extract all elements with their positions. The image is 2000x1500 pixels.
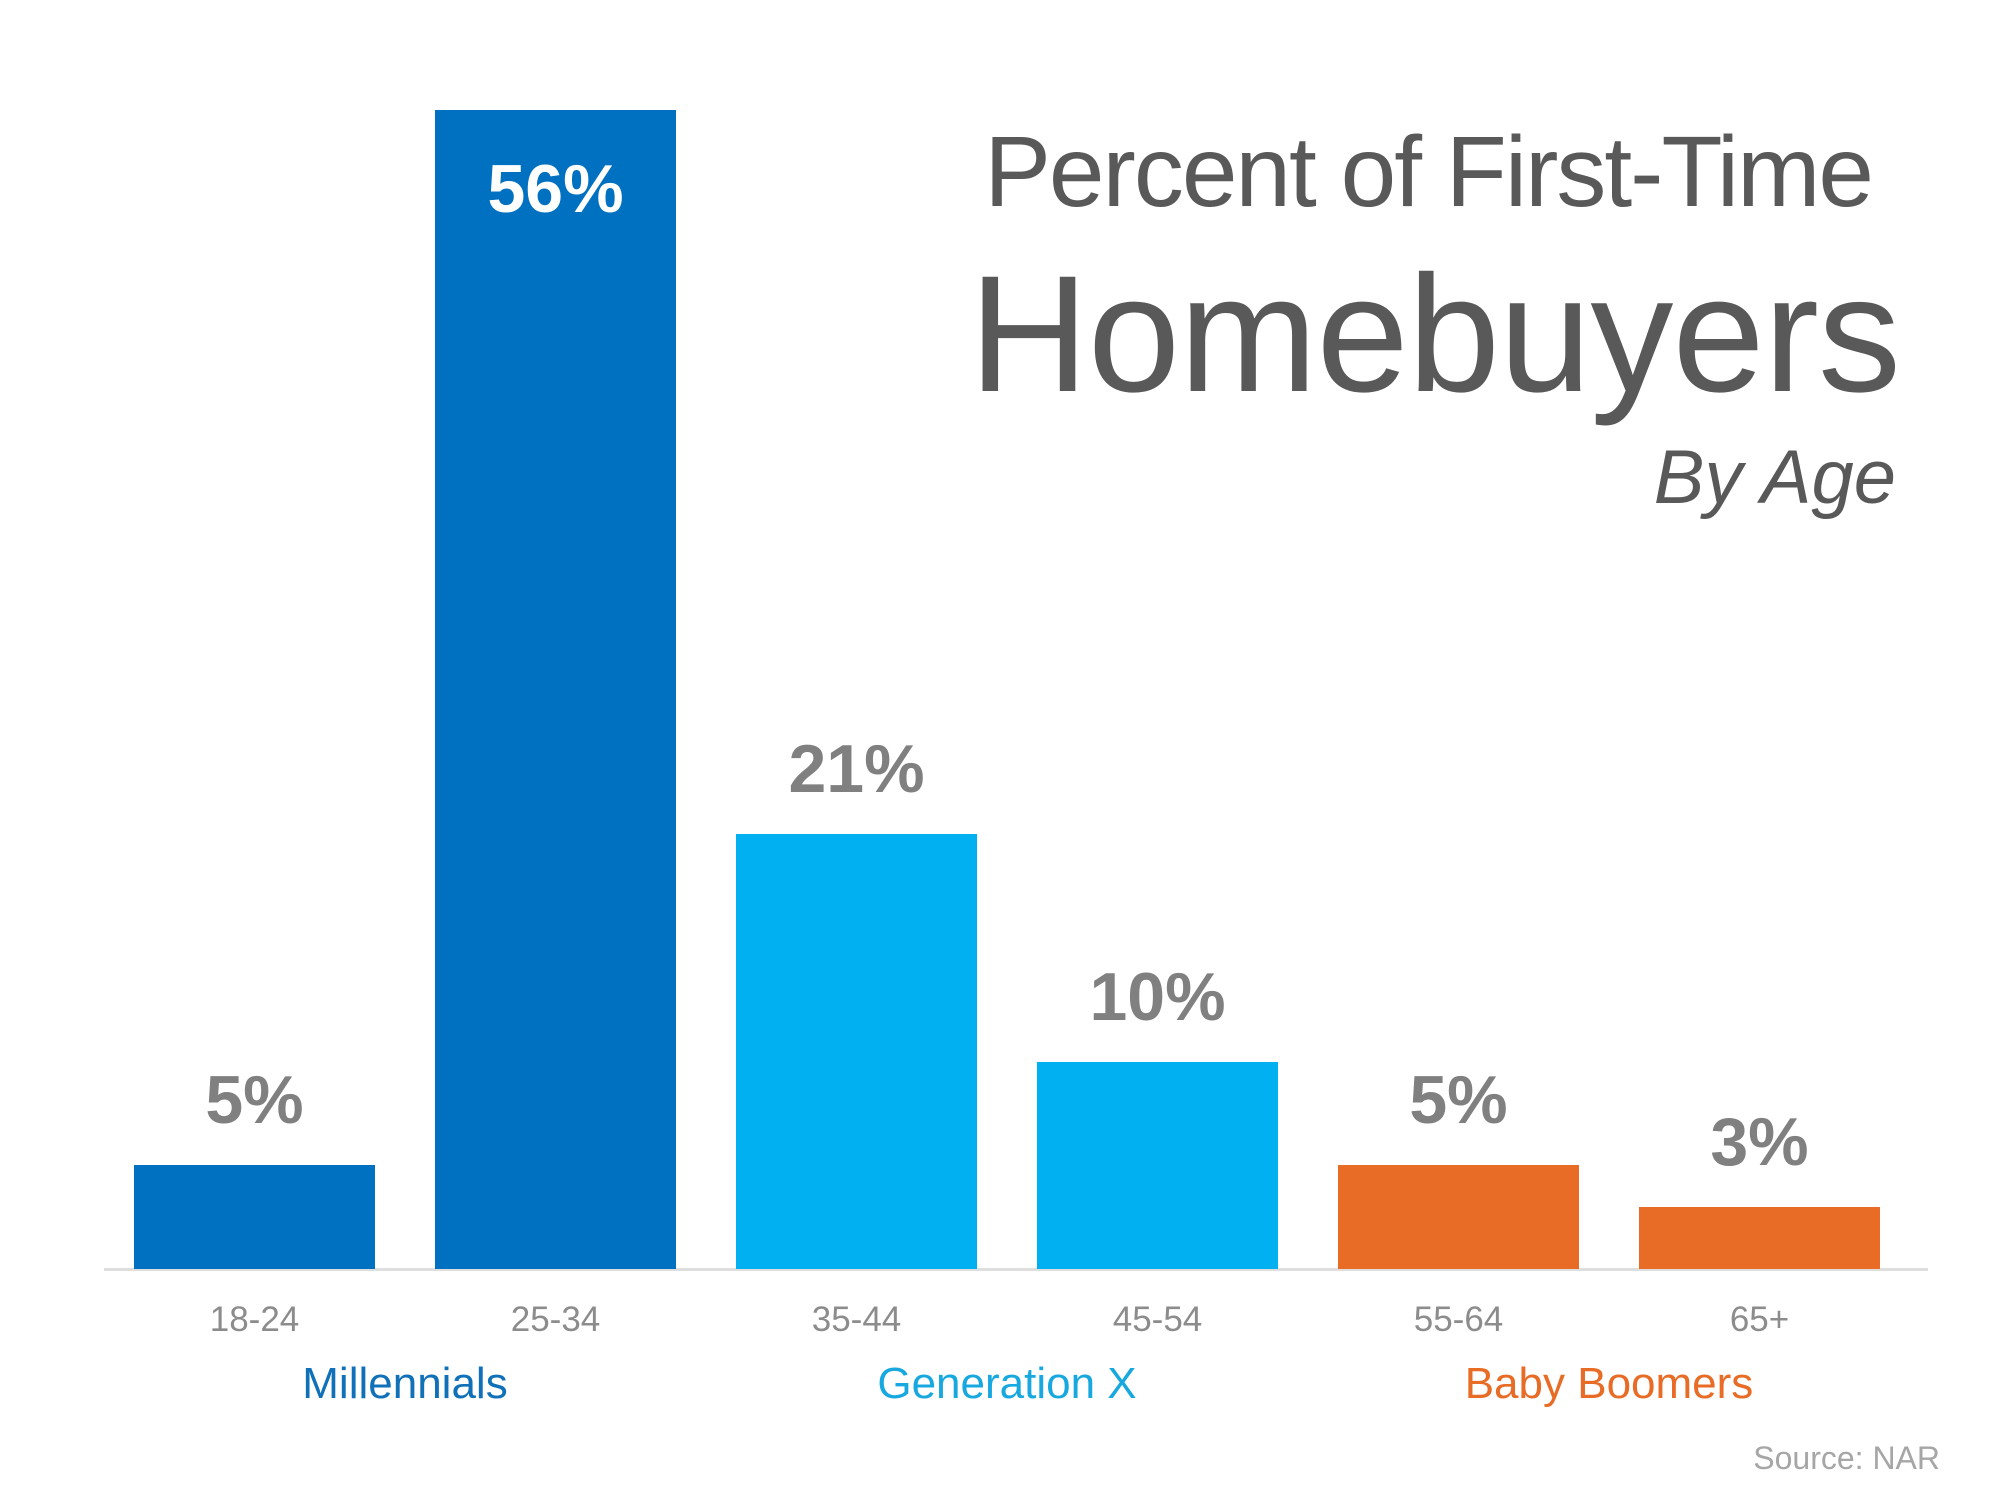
group-label-generation-x: Generation X <box>877 1359 1137 1408</box>
bar-65+ <box>1639 1207 1880 1269</box>
x-tick-label: 25-34 <box>510 1300 601 1339</box>
source-note: Source: NAR <box>1753 1440 1940 1476</box>
title-line-2: Homebuyers <box>968 242 1901 427</box>
value-label: 56% <box>487 151 624 227</box>
title-line-1: Percent of First-Time <box>984 116 1874 228</box>
bar-45-54 <box>1037 1062 1278 1269</box>
value-label: 21% <box>788 731 925 807</box>
value-label: 3% <box>1710 1104 1809 1180</box>
value-label: 5% <box>205 1062 304 1138</box>
bar-25-34 <box>435 110 676 1269</box>
bar-35-44 <box>736 834 977 1269</box>
bar-18-24 <box>134 1165 375 1269</box>
group-label-baby-boomers: Baby Boomers <box>1464 1359 1754 1408</box>
title-subtitle: By Age <box>1653 435 1896 520</box>
x-tick-label: 65+ <box>1729 1300 1790 1339</box>
value-label: 5% <box>1409 1062 1508 1138</box>
x-tick-label: 55-64 <box>1413 1300 1504 1339</box>
x-axis-line <box>104 1268 1928 1271</box>
bar-55-64 <box>1338 1165 1579 1269</box>
group-label-millennials: Millennials <box>302 1359 508 1408</box>
x-tick-label: 18-24 <box>209 1300 300 1339</box>
value-label: 10% <box>1089 959 1226 1035</box>
x-tick-label: 35-44 <box>811 1300 902 1339</box>
x-tick-label: 45-54 <box>1112 1300 1203 1339</box>
